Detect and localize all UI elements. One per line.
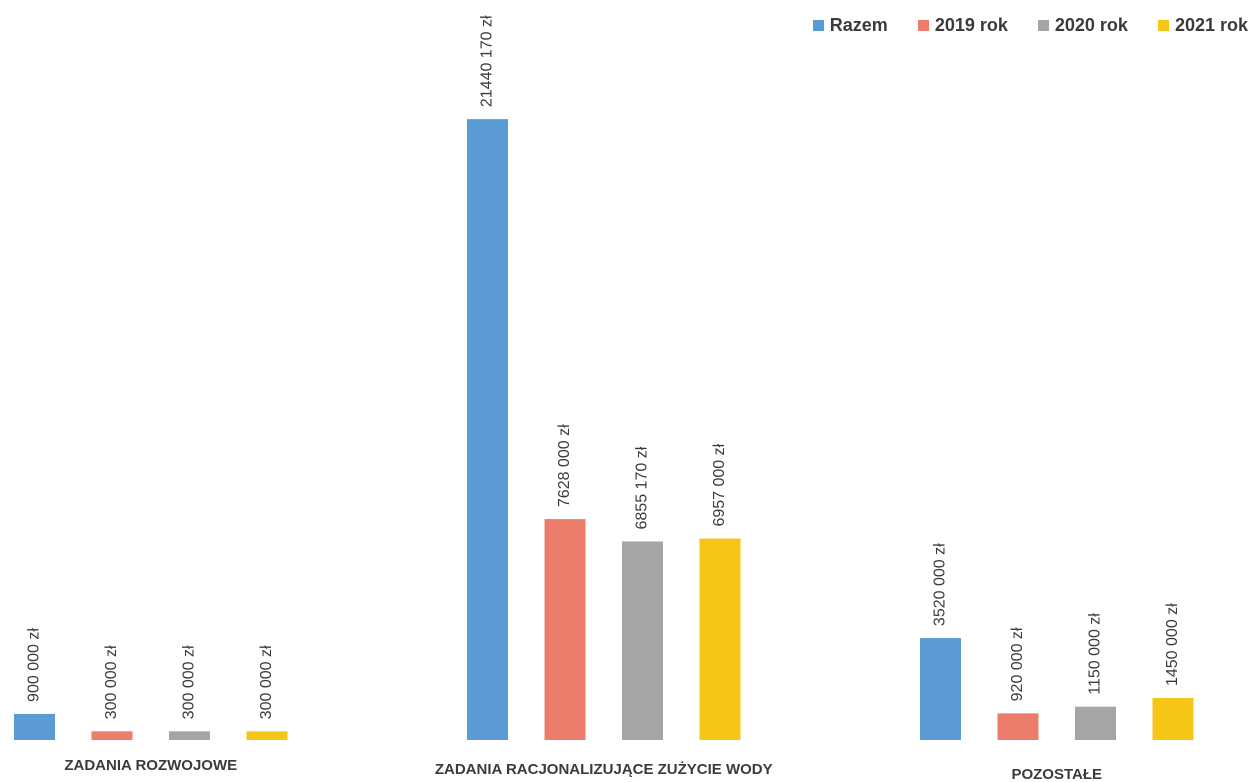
value-label-zadania-racjonalizujace-zuzycie-wody-2020-rok: 6855 170 zł: [634, 446, 651, 529]
bar-zadania-rozwojowe-razem: [14, 713, 55, 740]
bar-zadania-rozwojowe-2019-rok: [91, 731, 133, 740]
category-label-pozostale: POZOSTAŁE: [1011, 766, 1102, 782]
legend-label-2019: 2019 rok: [934, 14, 1008, 35]
bar-pozostale-razem: [920, 638, 961, 740]
legend-item-razem: Razem: [812, 14, 888, 36]
value-label-pozostale-2021-rok: 1450 000 zł: [1164, 603, 1181, 686]
value-label-pozostale-2019-rok: 920 000 zł: [1009, 627, 1026, 701]
value-label-zadania-rozwojowe-2020-rok: 300 000 zł: [181, 645, 198, 719]
value-label-zadania-racjonalizujace-zuzycie-wody-2019-rok: 7628 000 zł: [556, 424, 573, 507]
legend: Razem 2019 rok 2020 rok 2021 rok: [812, 12, 1248, 38]
legend-item-2020: 2020 rok: [1037, 14, 1128, 36]
category-label-zadania-rozwojowe: ZADANIA ROZWOJOWE: [64, 757, 237, 774]
bar-zadania-racjonalizujace-zuzycie-wody-2019-rok: [544, 519, 586, 740]
value-label-zadania-rozwojowe-razem: 900 000 zł: [26, 628, 43, 702]
value-label-zadania-racjonalizujace-zuzycie-wody-2021-rok: 6957 000 zł: [711, 443, 728, 526]
legend-label-razem: Razem: [829, 14, 888, 35]
bar-pozostale-2019-rok: [997, 713, 1039, 740]
bar-pozostale-2020-rok: [1075, 706, 1116, 740]
legend-swatch-2021: [1157, 19, 1169, 31]
value-label-zadania-rozwojowe-2021-rok: 300 000 zł: [258, 645, 275, 719]
bar-zadania-racjonalizujace-zuzycie-wody-2021-rok: [699, 538, 741, 740]
bar-zadania-racjonalizujace-zuzycie-wody-razem: [467, 119, 508, 740]
legend-swatch-2020: [1037, 19, 1049, 31]
legend-item-2021: 2021 rok: [1157, 14, 1248, 36]
legend-label-2020: 2020 rok: [1054, 14, 1128, 35]
value-label-zadania-rozwojowe-2019-rok: 300 000 zł: [103, 645, 120, 719]
legend-item-2019: 2019 rok: [917, 14, 1008, 36]
bar-zadania-racjonalizujace-zuzycie-wody-2020-rok: [622, 541, 663, 740]
value-label-zadania-racjonalizujace-zuzycie-wody-razem: 21440 170 zł: [479, 15, 496, 107]
bar-pozostale-2021-rok: [1152, 698, 1194, 740]
bar-zadania-rozwojowe-2021-rok: [246, 731, 288, 740]
legend-swatch-razem: [812, 19, 824, 31]
value-label-pozostale-2020-rok: 1150 000 zł: [1087, 613, 1104, 695]
category-label-zadania-racjonalizujace-zuzycie-wody: ZADANIA RACJONALIZUJĄCE ZUŻYCIE WODY: [435, 761, 773, 778]
value-label-pozostale-razem: 3520 000 zł: [932, 543, 949, 626]
legend-swatch-2019: [917, 19, 929, 31]
bar-zadania-rozwojowe-2020-rok: [169, 731, 210, 740]
legend-label-2021: 2021 rok: [1174, 14, 1248, 35]
